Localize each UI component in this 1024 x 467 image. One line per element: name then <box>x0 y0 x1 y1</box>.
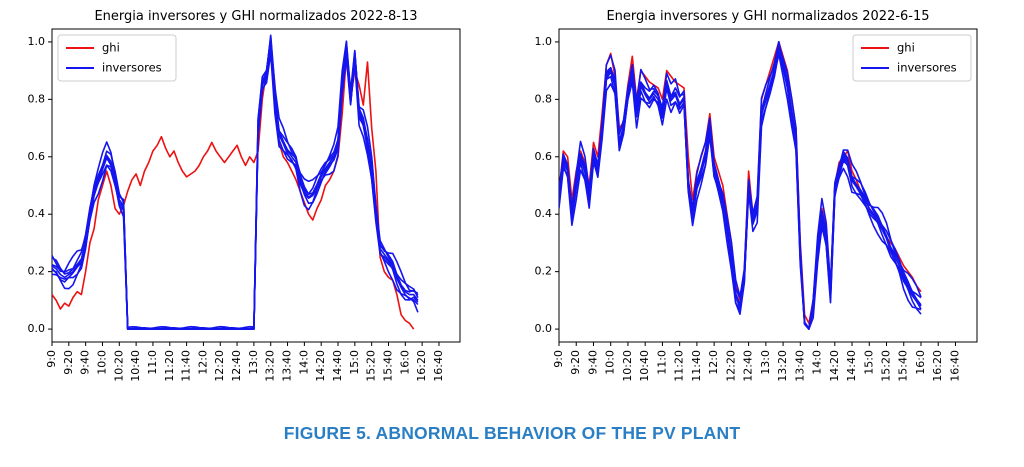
x-tick-label: 9:0 <box>552 350 565 368</box>
x-tick-label: 12:20 <box>213 350 226 382</box>
x-tick-label: 10:20 <box>112 350 125 382</box>
x-tick-label: 13:40 <box>793 350 806 382</box>
x-tick-label: 9:20 <box>62 350 75 375</box>
series-line-inversores <box>52 45 419 330</box>
x-tick-label: 16:20 <box>415 350 428 382</box>
x-tick-label: 15:20 <box>365 350 378 382</box>
x-tick-label: 11:40 <box>180 350 193 382</box>
x-tick-label: 9:40 <box>79 350 92 375</box>
x-tick-label: 16:40 <box>948 350 961 382</box>
series-line-inversores <box>52 41 419 330</box>
y-tick-label: 1.0 <box>28 35 46 48</box>
x-tick-label: 10:0 <box>604 350 617 375</box>
x-tick-label: 11:0 <box>655 350 668 375</box>
legend-label-ghi: ghi <box>102 41 120 55</box>
chart-left: Energia inversores y GHI normalizados 20… <box>28 9 461 382</box>
plot-area <box>52 34 419 330</box>
y-tick-label: 0.4 <box>535 207 553 220</box>
series-line-inversores <box>559 53 922 330</box>
x-tick-label: 14:0 <box>811 350 824 375</box>
x-tick-label: 12:40 <box>742 350 755 382</box>
x-tick-label: 10:0 <box>95 350 108 375</box>
x-tick-label: 9:0 <box>45 350 58 368</box>
legend: ghi inversores <box>57 34 177 82</box>
x-tick-label: 9:20 <box>569 350 582 375</box>
series-line-inversores <box>52 42 419 330</box>
x-tick-label: 16:0 <box>398 350 411 375</box>
y-tick-label: 1.0 <box>535 35 553 48</box>
series-line-inversores <box>52 38 419 330</box>
y-tick-label: 0.2 <box>28 265 46 278</box>
legend-label-inversores: inversores <box>102 61 162 75</box>
x-tick-label: 11:40 <box>690 350 703 382</box>
y-tick-label: 0.6 <box>535 150 553 163</box>
x-tick-label: 15:0 <box>862 350 875 375</box>
x-tick-label: 13:20 <box>776 350 789 382</box>
chart-right: Energia inversores y GHI normalizados 20… <box>535 9 978 382</box>
x-tick-label: 13:20 <box>264 350 277 382</box>
legend-label-ghi: ghi <box>897 41 915 55</box>
y-tick-label: 0.8 <box>535 92 553 105</box>
x-tick-label: 14:20 <box>314 350 327 382</box>
series-line-ghi <box>52 41 415 330</box>
x-tick-label: 11:20 <box>163 350 176 382</box>
x-tick-label: 10:40 <box>638 350 651 382</box>
legend-label-inversores: inversores <box>897 61 957 75</box>
y-tick-label: 0.2 <box>535 265 553 278</box>
legend-box <box>57 34 177 82</box>
x-tick-label: 13:40 <box>281 350 294 382</box>
x-tick-label: 16:0 <box>914 350 927 375</box>
x-tick-label: 15:40 <box>381 350 394 382</box>
x-tick-label: 13:0 <box>759 350 772 375</box>
chart-title: Energia inversores y GHI normalizados 20… <box>94 9 417 24</box>
figure-canvas: Energia inversores y GHI normalizados 20… <box>28 9 978 382</box>
x-tick-label: 12:0 <box>707 350 720 375</box>
plot-area <box>559 40 922 330</box>
x-tick-label: 12:20 <box>724 350 737 382</box>
x-tick-label: 15:0 <box>348 350 361 375</box>
legend-box <box>852 34 972 82</box>
y-tick-label: 0.6 <box>28 150 46 163</box>
x-tick-label: 14:0 <box>297 350 310 375</box>
plot-frame <box>51 28 461 343</box>
legend: ghi inversores <box>852 34 972 82</box>
series-line-inversores <box>559 49 922 330</box>
x-tick-label: 9:40 <box>586 350 599 375</box>
x-tick-label: 16:40 <box>432 350 445 382</box>
x-tick-label: 12:0 <box>196 350 209 375</box>
y-tick-label: 0.4 <box>28 207 46 220</box>
x-tick-label: 16:20 <box>931 350 944 382</box>
series-line-inversores <box>52 52 419 330</box>
x-tick-label: 14:40 <box>845 350 858 382</box>
x-tick-label: 14:40 <box>331 350 344 382</box>
x-tick-label: 14:20 <box>828 350 841 382</box>
y-tick-label: 0.0 <box>535 322 553 335</box>
x-tick-label: 15:40 <box>897 350 910 382</box>
y-tick-label: 0.8 <box>28 92 46 105</box>
x-tick-label: 10:20 <box>621 350 634 382</box>
x-tick-label: 10:40 <box>129 350 142 382</box>
series-line-inversores <box>559 52 922 330</box>
figure-caption: FIGURE 5. ABNORMAL BEHAVIOR OF THE PV PL… <box>283 423 741 443</box>
chart-title: Energia inversores y GHI normalizados 20… <box>606 9 929 24</box>
x-tick-label: 15:20 <box>880 350 893 382</box>
x-tick-label: 13:0 <box>247 350 260 375</box>
x-tick-label: 11:0 <box>146 350 159 375</box>
x-tick-label: 12:40 <box>230 350 243 382</box>
x-tick-label: 11:20 <box>673 350 686 382</box>
y-tick-label: 0.0 <box>28 322 46 335</box>
